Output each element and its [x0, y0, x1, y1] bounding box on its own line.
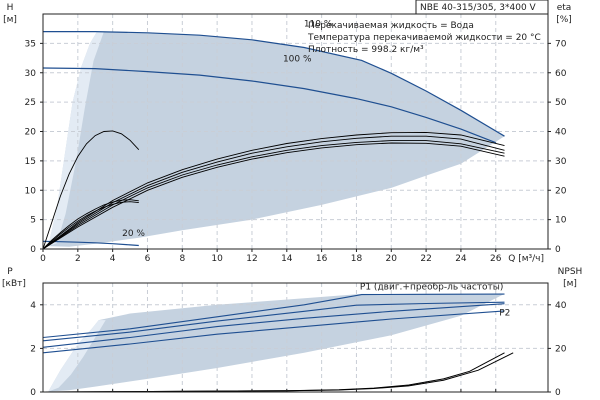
- y2-tick-label: 30: [555, 157, 567, 167]
- npsh-axis-label: NPSH: [558, 267, 583, 277]
- chart-annotation: Температура перекачиваемой жидкости = 20…: [307, 33, 541, 43]
- y2-tick-label: 50: [555, 98, 567, 108]
- y2-tick-label: 20: [555, 186, 567, 196]
- npsh-axis-unit: [м]: [563, 279, 577, 289]
- x-tick-label: 14: [281, 254, 293, 264]
- y-tick-label: 20: [25, 128, 37, 138]
- chart-annotation: Плотность = 998.2 кг/м³: [308, 45, 424, 55]
- power-axis-label: P: [7, 267, 13, 277]
- y2-tick-label: 10: [555, 216, 567, 226]
- y-tick-label-bottom: 4: [30, 301, 36, 311]
- head-curve: [42, 67, 497, 144]
- operating-region-power-light: [48, 320, 106, 392]
- x-tick-label: 16: [316, 254, 328, 264]
- y-tick-label-bottom: 0: [30, 388, 36, 398]
- y2-tick-label: 0: [555, 245, 561, 255]
- x-tick-label: 4: [110, 254, 116, 264]
- eta-curve: [42, 142, 505, 250]
- curve-label: 110 %: [304, 19, 333, 29]
- x-tick-label: 2: [75, 254, 81, 264]
- power-curve-label: P1 (двиг.+преобр-ль частоты): [360, 283, 504, 293]
- eta-curve: [42, 201, 139, 250]
- y2-tick-label-bottom: 20: [555, 344, 567, 354]
- head-curve: [42, 240, 139, 247]
- x-tick-label: 22: [420, 254, 431, 264]
- x-tick-label: 12: [246, 254, 257, 264]
- eta-curve: [42, 131, 505, 250]
- operating-region-head: [48, 31, 505, 247]
- chart-title: NBE 40-315/305, 3*400 V: [420, 3, 537, 13]
- y2-axis-label: eta: [557, 3, 572, 13]
- power-axis-unit: [кВт]: [2, 279, 26, 289]
- title-box: [415, 0, 549, 15]
- head-curve: [43, 31, 505, 137]
- y-tick-label-bottom: 2: [30, 344, 36, 354]
- y2-axis-unit: [%]: [556, 15, 572, 25]
- x-tick-label: 8: [179, 254, 185, 264]
- y-axis-label: H: [7, 3, 14, 13]
- y-tick-label: 30: [25, 69, 37, 79]
- power-curve: [42, 303, 505, 348]
- x-tick-label: 18: [351, 254, 363, 264]
- chart-annotation: Перекачиваемая жидкость = Вода: [308, 21, 474, 31]
- plot-frame-bottom: [42, 282, 549, 393]
- x-tick-label: 6: [145, 254, 151, 264]
- y-tick-label: 5: [30, 216, 36, 226]
- y2-tick-label-bottom: 40: [555, 301, 567, 311]
- curve-label: 100 %: [283, 55, 312, 65]
- eta-curve: [42, 135, 505, 250]
- y2-tick-label: 70: [555, 39, 567, 49]
- y2-tick-label-bottom: 0: [555, 388, 561, 398]
- y-axis-unit: [м]: [3, 15, 17, 25]
- eta-curve: [42, 130, 140, 250]
- y-tick-label: 15: [25, 157, 36, 167]
- curve-label: 20 %: [122, 229, 145, 239]
- y-tick-label: 10: [25, 186, 37, 196]
- eta-curve: [42, 140, 505, 250]
- power-curve: [42, 301, 505, 342]
- power-curve-label: P2: [499, 309, 510, 319]
- power-curve: [42, 310, 505, 354]
- x-tick-label: 26: [490, 254, 502, 264]
- y-tick-label: 25: [25, 98, 36, 108]
- y2-tick-label: 40: [555, 128, 567, 138]
- x-axis-label: Q [м³/ч]: [508, 254, 544, 264]
- x-tick-label: 10: [211, 254, 223, 264]
- operating-region-power: [48, 293, 505, 392]
- eta-curve: [42, 199, 139, 250]
- y2-tick-label: 60: [555, 69, 567, 79]
- power-curve: [42, 293, 505, 339]
- x-tick-label: 20: [386, 254, 398, 264]
- y-tick-label: 0: [30, 245, 36, 255]
- x-tick-label: 24: [455, 254, 467, 264]
- y-tick-label: 35: [25, 39, 36, 49]
- x-tick-label: 0: [40, 254, 46, 264]
